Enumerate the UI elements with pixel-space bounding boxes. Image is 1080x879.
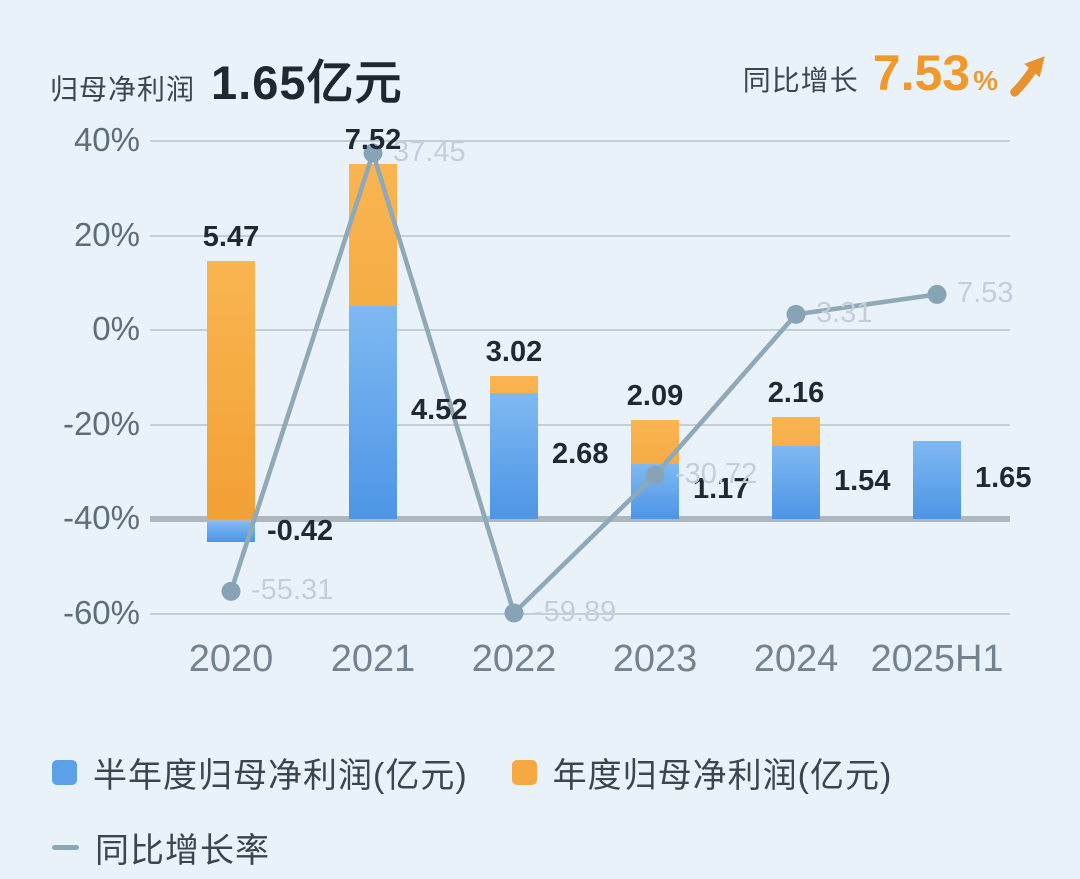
orange-square-icon xyxy=(511,760,537,785)
bar-annual-2020 xyxy=(207,260,255,519)
legend-item-annual-profit[interactable]: 年度归母净利润(亿元) xyxy=(511,748,893,797)
bar-half-year-2023 xyxy=(631,463,679,519)
label-annual-2022: 3.02 xyxy=(485,336,543,369)
y-axis-label--40: -40% xyxy=(62,499,140,536)
legend-item-half-year-profit[interactable]: 半年度归母净利润(亿元) xyxy=(52,748,468,797)
y-axis-label-0: 0% xyxy=(92,310,140,347)
gray-dash-icon xyxy=(52,845,79,850)
label-growth-2023: -30.72 xyxy=(675,458,758,491)
label-growth-2025H1: 7.53 xyxy=(957,277,1014,310)
y-axis-label-20: 20% xyxy=(73,215,140,253)
gridline-40 xyxy=(150,140,1010,142)
growth-point-2020 xyxy=(221,581,241,601)
label-annual-2023: 2.09 xyxy=(626,380,684,413)
metric-title: 归母净利润 xyxy=(50,74,196,105)
growth-point-2025H1 xyxy=(927,284,947,304)
up-right-arrow-icon xyxy=(1006,52,1052,103)
label-growth-2020: -55.31 xyxy=(251,574,334,607)
growth-title: 同比增长 xyxy=(742,65,859,96)
bar-half-year-2024 xyxy=(772,446,820,519)
metric-value: 1.65亿元 xyxy=(211,56,403,109)
bar-half-year-2022 xyxy=(490,392,538,519)
label-growth-2021: 37.45 xyxy=(393,136,466,169)
bar-half-year-2025H1 xyxy=(913,441,961,519)
y-axis-label--60: -60% xyxy=(62,593,140,631)
x-axis-label-2020: 2020 xyxy=(188,638,274,680)
gridline-0 xyxy=(150,329,1010,331)
label-annual-2024: 2.16 xyxy=(767,377,825,410)
x-axis-label-2022: 2022 xyxy=(471,638,557,680)
x-axis-label-2024: 2024 xyxy=(753,638,839,680)
label-half-year-2024: 1.54 xyxy=(834,464,891,497)
label-half-year-2020: -0.42 xyxy=(267,515,334,547)
bar-half-year-2020 xyxy=(207,522,255,542)
x-axis-label-2023: 2023 xyxy=(612,638,698,680)
label-half-year-2025H1: 1.65 xyxy=(975,462,1032,495)
gridline-20 xyxy=(150,234,1010,237)
growth-point-2024 xyxy=(786,304,806,324)
growth-value: 7.53 xyxy=(872,45,971,101)
header-left: 归母净利润 1.65亿元 xyxy=(50,44,403,113)
header-right: 同比增长 7.53 % xyxy=(743,44,1052,102)
chart-legend: 半年度归母净利润(亿元) 年度归母净利润(亿元) 同比增长率 xyxy=(52,748,1042,879)
gridline--20 xyxy=(150,423,1010,426)
growth-line-path xyxy=(228,145,938,618)
blue-square-icon xyxy=(52,760,77,785)
label-annual-2020: 5.47 xyxy=(202,220,260,253)
y-axis-label--20: -20% xyxy=(62,404,140,442)
growth-unit: % xyxy=(973,65,998,96)
bar-half-year-2021 xyxy=(349,305,397,519)
y-axis-label-40: 40% xyxy=(73,121,140,158)
x-axis-label-2025H1: 2025H1 xyxy=(870,638,1004,680)
label-growth-2022: -59.89 xyxy=(534,595,617,628)
label-growth-2024: 3.31 xyxy=(816,297,873,330)
legend-item-growth-rate[interactable]: 同比增长率 xyxy=(52,823,270,872)
x-axis-label-2021: 2021 xyxy=(330,638,416,680)
label-half-year-2022: 2.68 xyxy=(552,437,609,470)
label-half-year-2021: 4.52 xyxy=(411,394,468,427)
